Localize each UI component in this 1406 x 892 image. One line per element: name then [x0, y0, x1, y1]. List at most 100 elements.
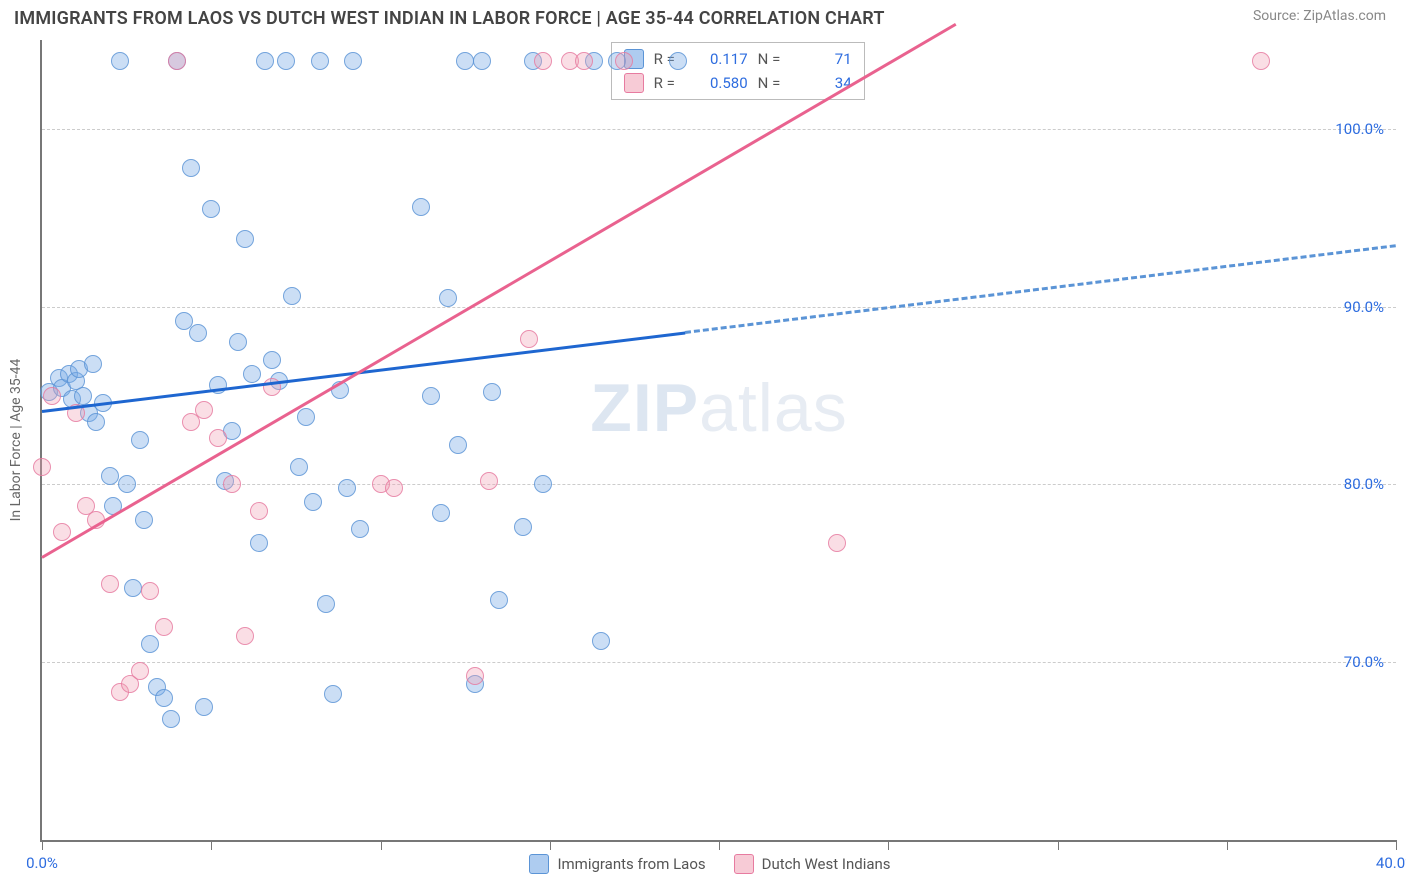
watermark-bold: ZIP	[590, 370, 699, 446]
scatter-point	[250, 534, 268, 552]
scatter-point	[828, 534, 846, 552]
scatter-point	[141, 582, 159, 600]
scatter-point	[283, 287, 301, 305]
scatter-point	[338, 479, 356, 497]
x-tick	[1396, 840, 1397, 850]
x-tick-label: 0.0%	[26, 854, 58, 872]
scatter-point	[155, 618, 173, 636]
scatter-point	[182, 159, 200, 177]
scatter-point	[297, 408, 315, 426]
scatter-point	[669, 52, 687, 70]
scatter-point	[534, 475, 552, 493]
scatter-point	[101, 575, 119, 593]
n-label: N =	[758, 47, 790, 71]
scatter-point	[87, 413, 105, 431]
scatter-point	[131, 431, 149, 449]
gridline	[42, 307, 1396, 308]
swatch-blue-icon	[529, 854, 549, 874]
scatter-point	[592, 632, 610, 650]
r-value: 0.117	[696, 47, 748, 71]
y-axis-title: In Labor Force | Age 35-44	[8, 359, 24, 522]
series-label: Immigrants from Laos	[557, 855, 705, 873]
scatter-point	[118, 475, 136, 493]
legend-series: Immigrants from Laos Dutch West Indians	[529, 854, 890, 874]
scatter-point	[290, 458, 308, 476]
legend-row: R = 0.580 N = 34	[624, 71, 852, 95]
scatter-point	[304, 493, 322, 511]
series-label: Dutch West Indians	[762, 855, 891, 873]
scatter-point	[74, 387, 92, 405]
r-label: R =	[654, 71, 686, 95]
watermark: ZIPatlas	[590, 369, 847, 447]
x-tick	[211, 840, 212, 850]
scatter-point	[412, 198, 430, 216]
scatter-point	[263, 351, 281, 369]
scatter-point	[223, 475, 241, 493]
gridline	[42, 484, 1396, 485]
scatter-point	[575, 52, 593, 70]
scatter-point	[324, 685, 342, 703]
scatter-point	[534, 52, 552, 70]
scatter-point	[490, 591, 508, 609]
scatter-point	[162, 710, 180, 728]
scatter-point	[385, 479, 403, 497]
trend-line	[41, 22, 956, 558]
plot-region: In Labor Force | Age 35-44 ZIPatlas R = …	[40, 40, 1396, 842]
x-tick	[888, 840, 889, 850]
scatter-point	[155, 689, 173, 707]
scatter-point	[351, 520, 369, 538]
scatter-point	[449, 436, 467, 454]
scatter-point	[101, 467, 119, 485]
x-tick	[719, 840, 720, 850]
legend-row: R = 0.117 N = 71	[624, 47, 852, 71]
scatter-point	[456, 52, 474, 70]
scatter-point	[195, 698, 213, 716]
scatter-point	[520, 330, 538, 348]
y-tick-label: 90.0%	[1344, 298, 1384, 316]
scatter-point	[514, 518, 532, 536]
scatter-point	[189, 324, 207, 342]
scatter-point	[202, 200, 220, 218]
scatter-point	[466, 667, 484, 685]
scatter-point	[236, 230, 254, 248]
x-tick	[381, 840, 382, 850]
y-tick-label: 80.0%	[1344, 475, 1384, 493]
x-tick-label: 40.0%	[1376, 854, 1406, 872]
scatter-point	[1252, 52, 1270, 70]
scatter-point	[317, 595, 335, 613]
scatter-point	[135, 511, 153, 529]
x-tick	[1227, 840, 1228, 850]
scatter-point	[256, 52, 274, 70]
swatch-pink-icon	[734, 854, 754, 874]
x-tick	[550, 840, 551, 850]
scatter-point	[33, 458, 51, 476]
x-tick	[42, 840, 43, 850]
scatter-point	[111, 52, 129, 70]
scatter-point	[43, 387, 61, 405]
trend-line	[42, 331, 686, 413]
scatter-point	[480, 472, 498, 490]
scatter-point	[432, 504, 450, 522]
scatter-point	[344, 52, 362, 70]
gridline	[42, 662, 1396, 663]
scatter-point	[615, 52, 633, 70]
legend-item: Immigrants from Laos	[529, 854, 705, 874]
scatter-point	[141, 635, 159, 653]
trend-line	[685, 244, 1396, 334]
scatter-point	[209, 429, 227, 447]
legend-stats: R = 0.117 N = 71 R = 0.580 N = 34	[611, 42, 865, 100]
scatter-point	[439, 289, 457, 307]
chart-title: IMMIGRANTS FROM LAOS VS DUTCH WEST INDIA…	[14, 8, 885, 29]
scatter-point	[124, 579, 142, 597]
source-attribution: Source: ZipAtlas.com	[1253, 8, 1386, 24]
scatter-point	[243, 365, 261, 383]
chart-area: In Labor Force | Age 35-44 ZIPatlas R = …	[40, 40, 1396, 842]
scatter-point	[473, 52, 491, 70]
scatter-point	[422, 387, 440, 405]
n-value: 71	[800, 47, 852, 71]
r-value: 0.580	[696, 71, 748, 95]
n-value: 34	[800, 71, 852, 95]
scatter-point	[236, 627, 254, 645]
scatter-point	[195, 401, 213, 419]
x-tick	[1058, 840, 1059, 850]
